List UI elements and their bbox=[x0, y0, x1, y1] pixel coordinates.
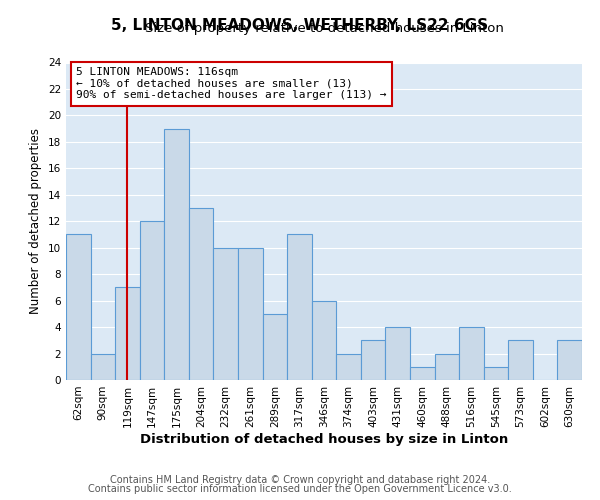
Y-axis label: Number of detached properties: Number of detached properties bbox=[29, 128, 43, 314]
Bar bbox=[312, 300, 336, 380]
Bar bbox=[263, 314, 287, 380]
Bar bbox=[385, 327, 410, 380]
Bar bbox=[557, 340, 582, 380]
Bar bbox=[459, 327, 484, 380]
Bar bbox=[238, 248, 263, 380]
Text: Contains public sector information licensed under the Open Government Licence v3: Contains public sector information licen… bbox=[88, 484, 512, 494]
Bar bbox=[287, 234, 312, 380]
Bar bbox=[336, 354, 361, 380]
Bar bbox=[214, 248, 238, 380]
Bar bbox=[434, 354, 459, 380]
Text: 5 LINTON MEADOWS: 116sqm
← 10% of detached houses are smaller (13)
90% of semi-d: 5 LINTON MEADOWS: 116sqm ← 10% of detach… bbox=[76, 68, 387, 100]
Title: Size of property relative to detached houses in Linton: Size of property relative to detached ho… bbox=[145, 22, 503, 35]
Bar bbox=[91, 354, 115, 380]
Text: 5, LINTON MEADOWS, WETHERBY, LS22 6GS: 5, LINTON MEADOWS, WETHERBY, LS22 6GS bbox=[112, 18, 488, 32]
Bar bbox=[410, 367, 434, 380]
X-axis label: Distribution of detached houses by size in Linton: Distribution of detached houses by size … bbox=[140, 432, 508, 446]
Bar bbox=[189, 208, 214, 380]
Bar bbox=[484, 367, 508, 380]
Text: Contains HM Land Registry data © Crown copyright and database right 2024.: Contains HM Land Registry data © Crown c… bbox=[110, 475, 490, 485]
Bar bbox=[140, 221, 164, 380]
Bar bbox=[361, 340, 385, 380]
Bar bbox=[66, 234, 91, 380]
Bar bbox=[508, 340, 533, 380]
Bar bbox=[115, 288, 140, 380]
Bar bbox=[164, 128, 189, 380]
